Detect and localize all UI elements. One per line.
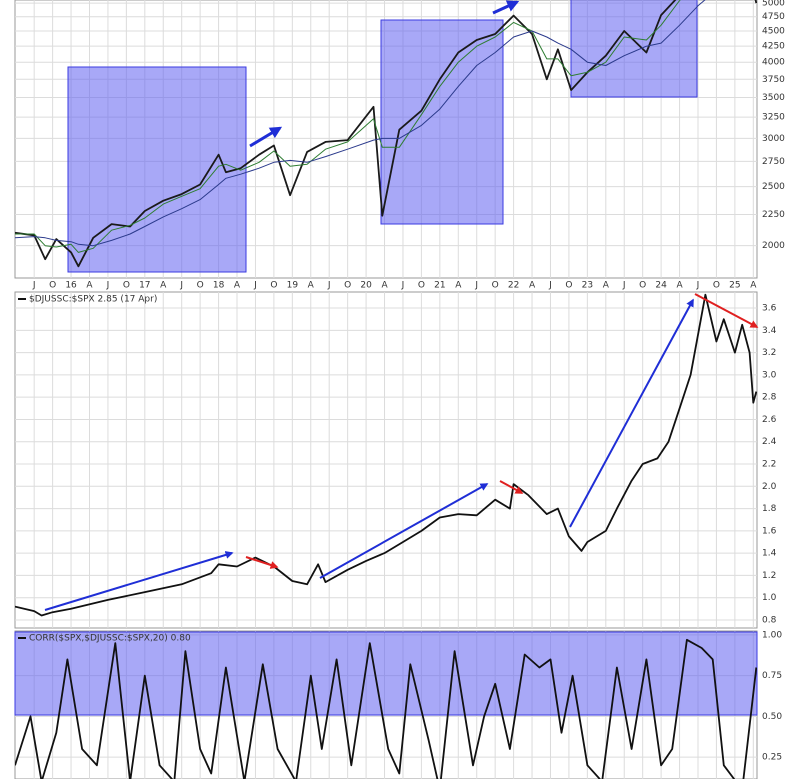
x-tick-label: A [603,281,610,291]
trend-arrow [319,483,489,579]
series-line [15,293,757,617]
x-tick-label: A [234,281,241,291]
trend-arrow [492,0,520,15]
x-tick-label: 17 [139,281,150,291]
highlight-box [380,19,504,225]
legend-label: CORR($SPX,$DJUSSC:$SPX,20) 0.80 [29,634,191,644]
y-tick-label: 3.6 [762,304,777,314]
x-tick-label: J [696,281,700,291]
y-tick-label: 4000 [762,58,785,68]
y-tick-label: 3750 [762,75,785,85]
y-tick-label: 3000 [762,134,785,144]
x-tick-label: 24 [655,281,667,291]
y-tick-label: 0.25 [762,753,782,763]
x-tick-label: A [455,281,462,291]
y-tick-label: 2.8 [762,393,777,403]
x-tick-label: J [622,281,626,291]
x-tick-label: 22 [508,281,519,291]
y-tick-label: 3250 [762,113,785,123]
x-tick-label: A [160,281,167,291]
x-tick-label: O [492,281,499,291]
x-tick-label: O [565,281,572,291]
y-tick-label: 2250 [762,210,785,220]
x-tick-label: O [197,281,204,291]
ratio-panel [14,291,758,629]
y-tick-label: 2500 [762,182,785,192]
y-tick-label: 1.4 [762,549,777,559]
y-tick-label: 3.4 [762,326,777,336]
series-lines [15,0,757,779]
trend-arrow [249,126,283,148]
x-tick-label: J [253,281,257,291]
highlight-band [14,631,758,716]
x-tick-label: A [750,281,757,291]
y-tick-label: 2000 [762,241,785,251]
x-tick-label: A [529,281,536,291]
y-tick-label: 1.8 [762,504,777,514]
y-tick-label: 4500 [762,27,785,37]
x-tick-label: O [639,281,646,291]
y-tick-label: 1.2 [762,571,776,581]
y-tick-label: 2.0 [762,482,777,492]
y-tick-label: 0.75 [762,671,782,681]
y-tick-label: 1.00 [762,630,782,640]
y-tick-label: 3500 [762,93,785,103]
series-line [15,0,681,253]
y-tick-label: 1.0 [762,593,777,603]
x-tick-label: A [86,281,93,291]
x-tick-label: 21 [434,281,445,291]
x-tick-label: J [327,281,331,291]
highlight-box [67,66,247,273]
series-line [15,638,757,779]
x-tick-label: O [418,281,425,291]
y-tick-label: 4250 [762,42,785,52]
x-tick-label: 18 [213,281,225,291]
x-tick-label: J [548,281,552,291]
x-tick-label: 16 [65,281,77,291]
trend-arrow [245,556,279,569]
x-tick-label: 20 [360,281,372,291]
x-tick-label: O [49,281,56,291]
y-tick-label: 0.8 [762,615,777,625]
trend-arrow [44,551,234,611]
x-tick-label: 19 [287,281,299,291]
x-tick-label: J [106,281,110,291]
x-tick-label: J [179,281,183,291]
highlight-box [570,0,698,98]
x-tick-label: J [474,281,478,291]
y-tick-label: 0.50 [762,712,782,722]
trend-arrow [499,480,524,494]
x-tick-label: O [123,281,130,291]
y-tick-label: 2750 [762,157,785,167]
x-tick-label: A [381,281,388,291]
legend-label: $DJUSSC:$SPX 2.85 (17 Apr) [29,295,157,305]
x-tick-label: O [713,281,720,291]
y-tick-label: 2.2 [762,460,776,470]
trend-arrow [569,298,694,528]
x-tick-label: 25 [729,281,740,291]
series-line [15,0,706,247]
y-tick-label: 2.6 [762,415,777,425]
y-tick-label: 3.2 [762,348,776,358]
x-tick-label: O [344,281,351,291]
x-tick-label: O [270,281,277,291]
x-tick-label: A [676,281,683,291]
x-tick-label: J [32,281,36,291]
arrows [44,0,759,611]
y-tick-label: 4750 [762,12,785,22]
highlights [14,0,758,716]
y-tick-label: 3.0 [762,370,777,380]
y-tick-label: 1.6 [762,526,777,536]
labels: 2000 2250 2500 2750 3000 3250 3500 3750 4000 4250… [18,0,785,763]
trend-arrow [694,293,759,328]
x-tick-label: 23 [582,281,593,291]
x-tick-label: A [308,281,315,291]
y-tick-label: 5000 [762,0,785,9]
series-line [15,0,757,268]
x-tick-label: J [401,281,405,291]
y-tick-label: 2.4 [762,437,777,447]
